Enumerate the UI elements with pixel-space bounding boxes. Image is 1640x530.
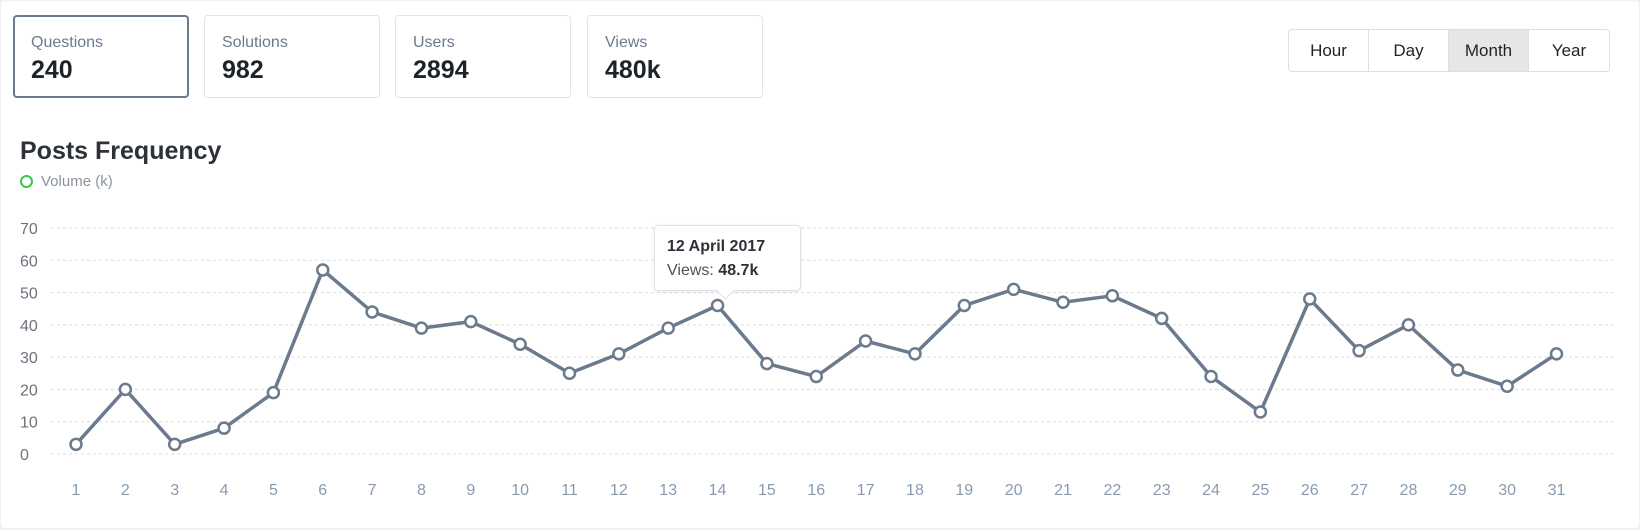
x-tick-label: 28 [1400, 482, 1418, 499]
data-point [1105, 289, 1120, 303]
chart-legend: Volume (k) [20, 173, 113, 190]
stat-card-views[interactable]: Views 480k [587, 15, 763, 98]
chart-title: Posts Frequency [20, 137, 222, 165]
data-point [365, 305, 379, 319]
stat-value: 480k [605, 56, 661, 84]
x-tick-label: 21 [1054, 482, 1072, 499]
period-hour-button[interactable]: Hour [1289, 30, 1369, 71]
tooltip-label: Views: [667, 262, 714, 279]
data-point [809, 369, 823, 384]
period-selector: Hour Day Month Year [1288, 29, 1610, 72]
data-point [266, 385, 281, 400]
data-point [1154, 311, 1169, 326]
x-tick-label: 15 [758, 482, 776, 499]
stat-label: Questions [31, 34, 104, 51]
period-month-button[interactable]: Month [1449, 30, 1529, 71]
data-point [957, 298, 972, 313]
y-tick-label: 70 [20, 221, 38, 238]
y-tick-label: 40 [20, 318, 38, 335]
data-point [464, 314, 478, 329]
x-tick-label: 26 [1301, 482, 1319, 499]
x-tick-label: 6 [318, 482, 327, 499]
x-tick-label: 19 [955, 482, 973, 499]
data-point [414, 321, 429, 335]
y-tick-label: 50 [20, 286, 38, 303]
x-tick-label: 4 [220, 482, 229, 499]
x-tick-label: 13 [659, 482, 677, 499]
data-point [1500, 379, 1514, 393]
x-tick-label: 7 [368, 482, 377, 499]
data-point [167, 437, 182, 452]
data-point [316, 263, 330, 277]
x-tick-label: 30 [1498, 482, 1516, 499]
data-point [908, 347, 922, 361]
stat-card-solutions[interactable]: Solutions 982 [204, 15, 380, 98]
legend-label: Volume (k) [41, 173, 113, 190]
y-tick-label: 10 [20, 415, 38, 432]
x-tick-label: 17 [857, 482, 875, 499]
x-tick-label: 2 [121, 482, 130, 499]
data-point [760, 356, 774, 371]
data-point [1352, 343, 1366, 358]
x-tick-label: 24 [1202, 482, 1220, 499]
chart-tooltip: 12 April 2017 Views: 48.7k [654, 225, 801, 300]
data-point [661, 321, 675, 335]
data-point [710, 298, 725, 313]
stat-label: Views [605, 34, 648, 51]
tooltip-value: 48.7k [718, 262, 759, 279]
data-point [1303, 292, 1317, 306]
data-point [1006, 282, 1021, 297]
data-point [1253, 405, 1268, 419]
y-tick-label: 30 [20, 350, 38, 367]
data-point [1549, 347, 1564, 361]
y-tick-label: 0 [20, 447, 29, 464]
stat-card-users[interactable]: Users 2894 [395, 15, 571, 98]
x-tick-label: 5 [269, 482, 278, 499]
data-point [1451, 363, 1465, 377]
legend-circle-icon [20, 175, 33, 188]
stat-value: 240 [31, 56, 73, 84]
x-tick-label: 22 [1103, 482, 1121, 499]
x-tick-label: 9 [466, 482, 475, 499]
y-tick-label: 20 [20, 382, 38, 399]
x-tick-label: 27 [1350, 482, 1368, 499]
x-tick-label: 31 [1548, 482, 1566, 499]
x-tick-label: 25 [1252, 482, 1270, 499]
stat-card-questions[interactable]: Questions 240 [13, 15, 189, 98]
data-point [1056, 295, 1070, 310]
tooltip-line: Views: 48.7k [667, 262, 758, 280]
data-point [513, 337, 527, 351]
x-tick-label: 16 [807, 482, 825, 499]
data-point [562, 366, 577, 381]
data-point [858, 334, 873, 348]
data-point [118, 382, 133, 397]
stat-label: Solutions [222, 34, 288, 51]
data-point [1401, 318, 1416, 332]
x-tick-label: 18 [906, 482, 924, 499]
data-point [69, 437, 83, 452]
x-tick-label: 14 [709, 482, 727, 499]
x-tick-label: 20 [1005, 482, 1023, 499]
x-tick-label: 23 [1153, 482, 1171, 499]
data-point [1204, 369, 1218, 384]
x-tick-label: 3 [170, 482, 179, 499]
period-year-button[interactable]: Year [1551, 41, 1587, 60]
x-tick-label: 11 [561, 482, 578, 499]
x-tick-label: 10 [511, 482, 529, 499]
stat-label: Users [413, 34, 455, 51]
data-point [612, 347, 626, 361]
x-tick-label: 8 [417, 482, 426, 499]
period-day-button[interactable]: Day [1369, 30, 1449, 71]
x-tick-label: 1 [72, 482, 81, 499]
x-tick-label: 12 [610, 482, 628, 499]
y-tick-label: 60 [20, 253, 38, 270]
stat-value: 2894 [413, 56, 469, 84]
stat-value: 982 [222, 56, 264, 84]
x-tick-label: 29 [1449, 482, 1467, 499]
tooltip-date: 12 April 2017 [667, 238, 766, 255]
data-point [217, 421, 231, 435]
